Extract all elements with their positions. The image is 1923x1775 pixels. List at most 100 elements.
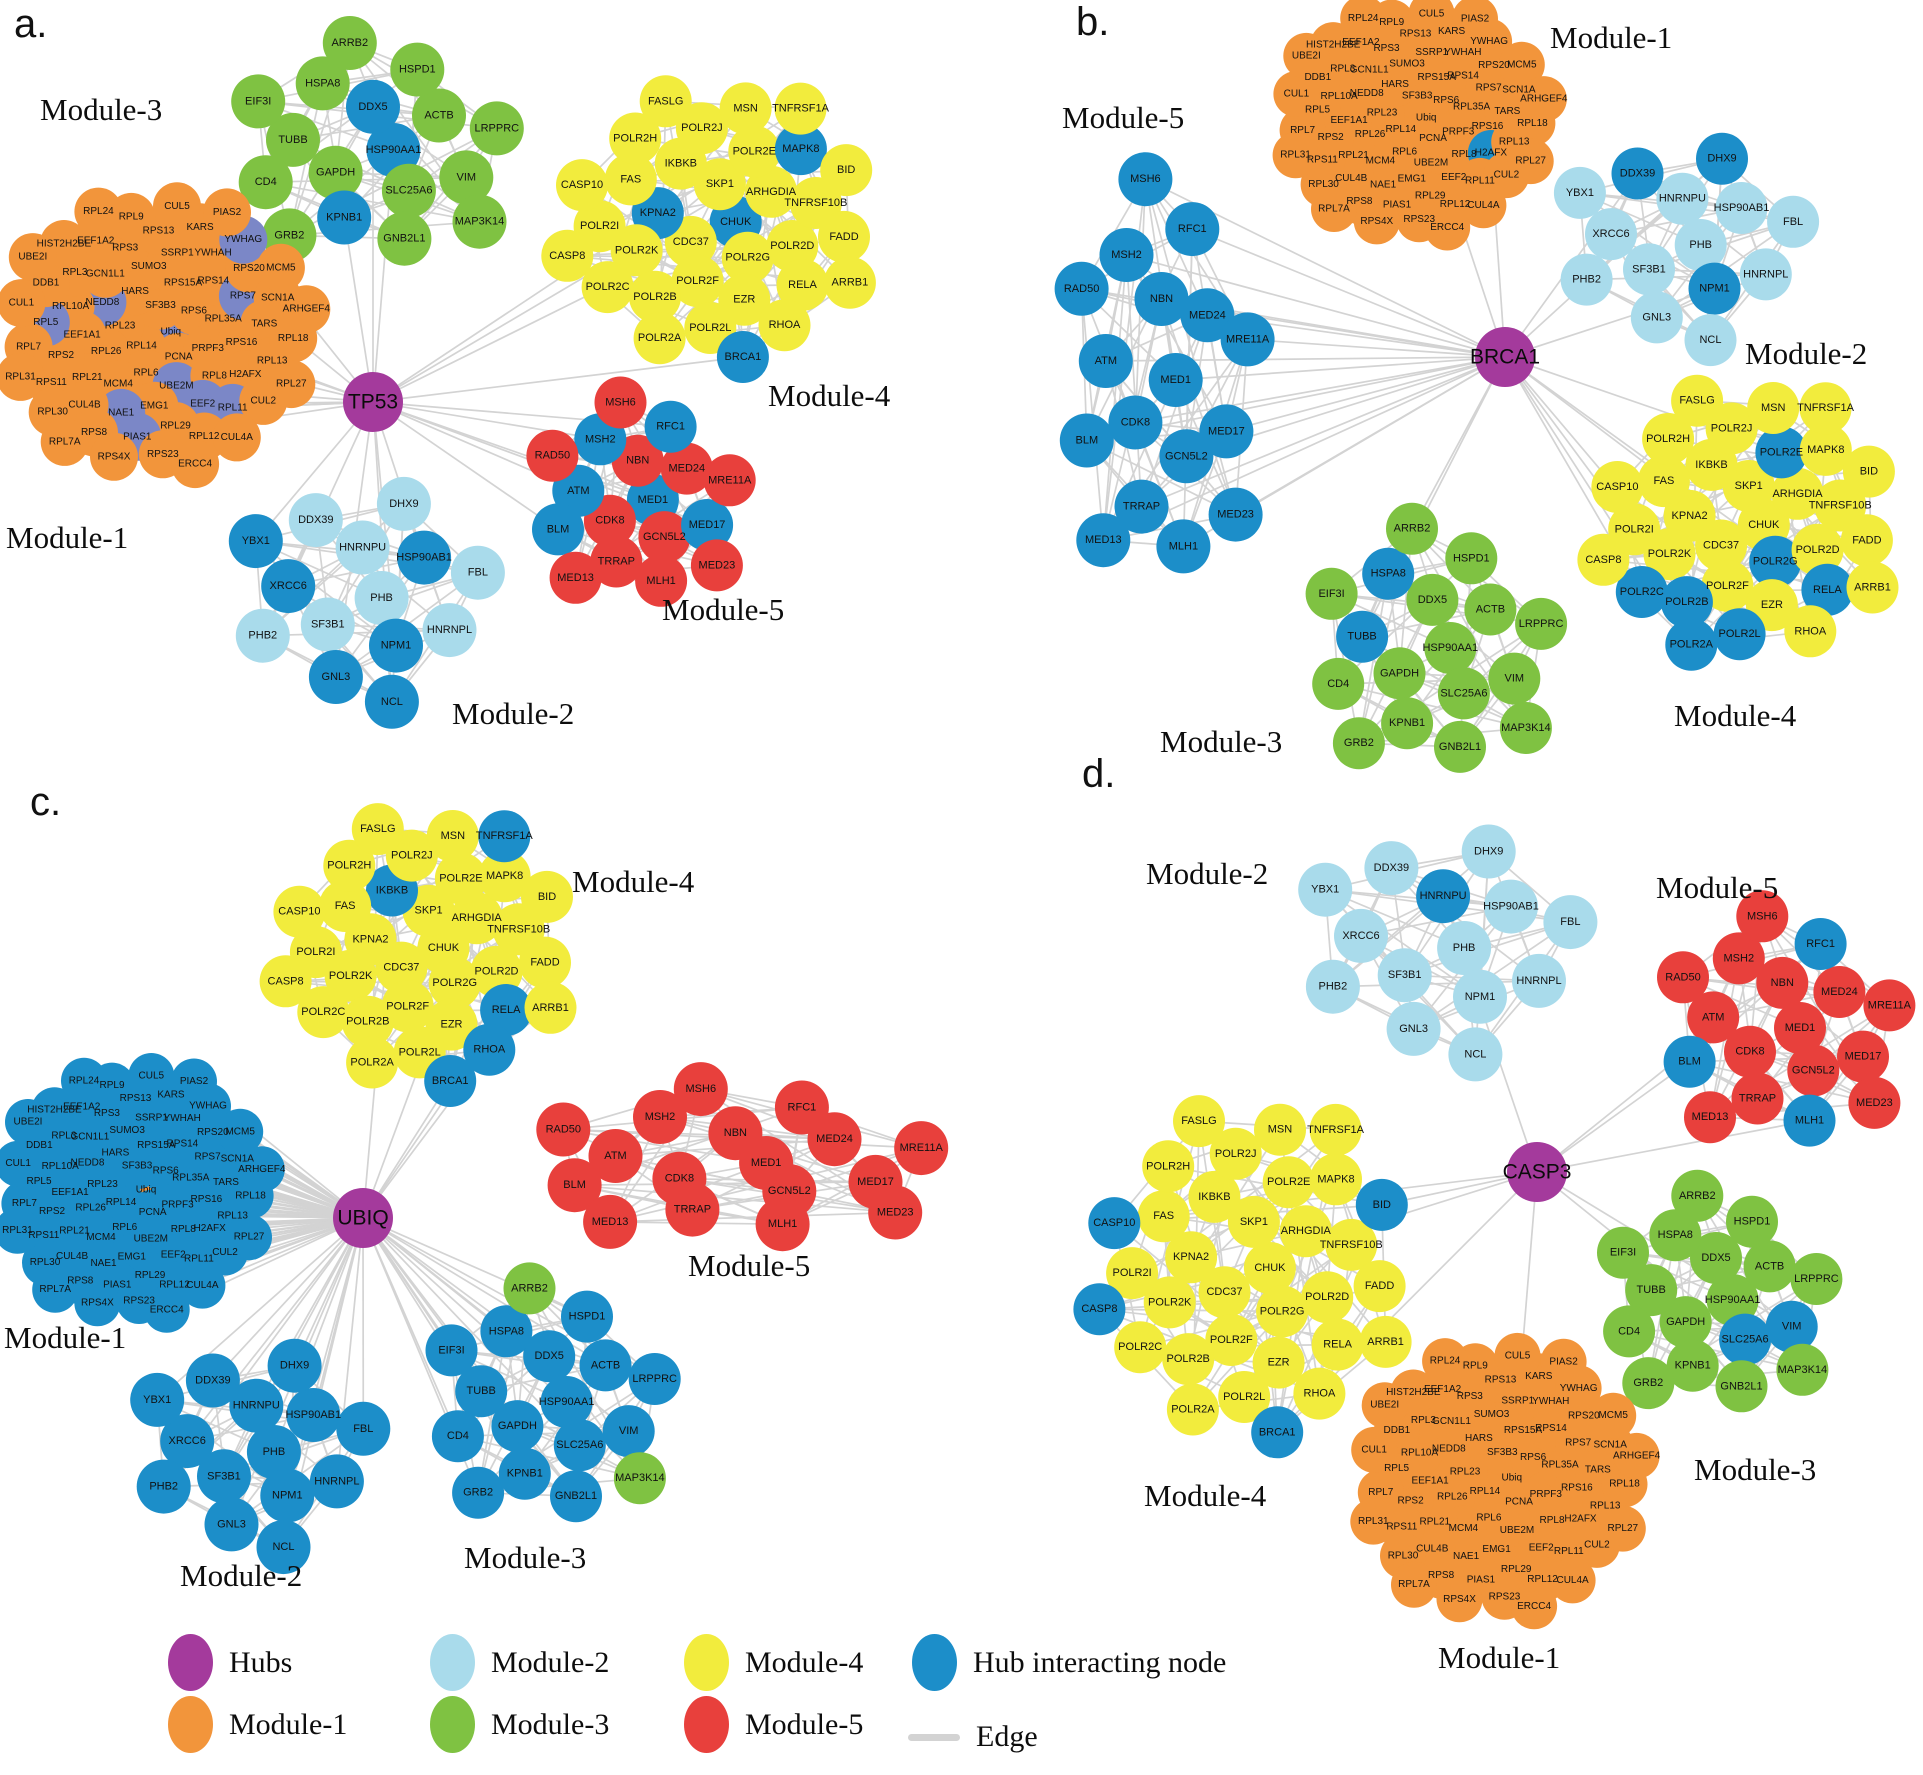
node-label-RPS23: RPS23 [1403, 214, 1435, 225]
node-label-RPS14: RPS14 [198, 276, 230, 287]
node-VIM [439, 150, 494, 205]
node-label-RPL9: RPL9 [119, 211, 144, 222]
node-label-MCM5: MCM5 [1507, 59, 1537, 70]
node-MED24 [1813, 966, 1866, 1018]
node-label-BID: BID [538, 891, 556, 903]
node-label-PIAS1: PIAS1 [1467, 1574, 1496, 1585]
node-SF3B1 [1377, 948, 1432, 1003]
node-NPM1 [260, 1468, 315, 1523]
node-MED24 [1180, 288, 1235, 343]
node-RHOA [758, 299, 811, 352]
node-label-PRPF3: PRPF3 [161, 1200, 194, 1211]
node-label-RPL18: RPL18 [278, 333, 309, 344]
node-BID [820, 144, 873, 197]
node-label-RPS20: RPS20 [1568, 1411, 1600, 1422]
node-label-FAS: FAS [335, 900, 356, 912]
node-MSN [1254, 1103, 1306, 1156]
node-label-CHUK: CHUK [1254, 1262, 1286, 1274]
node-label-MED13: MED13 [557, 572, 594, 584]
node-label-FBL: FBL [468, 567, 488, 579]
node-DDX5 [1406, 573, 1459, 626]
node-label-PIAS2: PIAS2 [213, 207, 242, 218]
node-label-PIAS1: PIAS1 [103, 1280, 132, 1291]
node-ACTB [1743, 1240, 1796, 1293]
node-label-CDK8: CDK8 [1735, 1046, 1764, 1058]
node-RAD50 [1657, 951, 1709, 1004]
node-label-SSRP1: SSRP1 [1415, 47, 1448, 58]
node-label-RPS4X: RPS4X [81, 1298, 114, 1309]
node-label-POLR2A: POLR2A [1670, 639, 1714, 651]
node-label-RPS6: RPS6 [181, 305, 208, 316]
node-label-NEDD8: NEDD8 [71, 1158, 105, 1169]
node-label-MSH2: MSH2 [1111, 249, 1142, 261]
node-PHB2 [1305, 959, 1360, 1014]
node-label-POLR2F: POLR2F [1706, 580, 1749, 592]
node-TRRAP [665, 1182, 720, 1237]
node-label-RPL24: RPL24 [1348, 13, 1379, 24]
node-label-BRCA1: BRCA1 [1259, 1426, 1296, 1438]
node-label-CUL4A: CUL4A [1467, 200, 1500, 211]
node-label-ACTB: ACTB [1476, 604, 1505, 616]
node-SLC25A6 [1719, 1313, 1772, 1366]
node-label-SF3B3: SF3B3 [145, 300, 176, 311]
node-label-NAE1: NAE1 [1453, 1551, 1480, 1562]
node-label-ARRB2: ARRB2 [1679, 1190, 1716, 1202]
node-label-XRCC6: XRCC6 [1592, 228, 1629, 240]
panel-d: PHB SF3B1 HNRNPU NPM1 XRCC6 HSP90AB1 GNL3 DDX39… [1073, 824, 1916, 1630]
node-POLR2G [428, 957, 481, 1010]
node-label-CUL1: CUL1 [1361, 1444, 1387, 1455]
node-label-POLR2I: POLR2I [296, 946, 335, 958]
node-label-RPL5: RPL5 [1305, 105, 1330, 116]
node-label-CUL2: CUL2 [212, 1247, 238, 1258]
hub-node-CASP3 [1507, 1142, 1567, 1202]
node-label-BLM: BLM [563, 1179, 586, 1191]
node-ARHGDIA [745, 165, 798, 218]
node-label-RPS23: RPS23 [1489, 1591, 1521, 1602]
node-label-DHX9: DHX9 [1707, 153, 1736, 165]
node-CUL5 [153, 182, 201, 231]
node-label-BLM: BLM [1075, 435, 1098, 447]
node-label-RPS15A: RPS15A [137, 1140, 176, 1151]
node-label-SF3B3: SF3B3 [122, 1161, 153, 1172]
node-label-RPS2: RPS2 [1318, 132, 1345, 143]
node-label-CUL4A: CUL4A [221, 432, 254, 443]
node-KPNA2 [1165, 1231, 1218, 1284]
node-BLM [1059, 413, 1114, 468]
node-label-CUL2: CUL2 [251, 395, 277, 406]
node-label-MED24: MED24 [668, 463, 705, 475]
node-ARRB2 [503, 1262, 556, 1315]
node-RPS4X [74, 1280, 121, 1327]
node-EIF3I [1597, 1226, 1649, 1279]
node-label-POLR2K: POLR2K [615, 244, 659, 256]
node-CD4 [431, 1410, 484, 1463]
node-label-RPL13: RPL13 [217, 1211, 248, 1222]
node-label-PIAS2: PIAS2 [1461, 13, 1490, 24]
node-label-CUL4A: CUL4A [1556, 1575, 1589, 1586]
node-label-GCN5L2: GCN5L2 [643, 531, 686, 543]
node-label-RPL8: RPL8 [1451, 149, 1476, 160]
node-label-RPL24: RPL24 [1430, 1356, 1461, 1367]
node-label-SCN1A: SCN1A [221, 1154, 255, 1165]
node-label-FASLG: FASLG [360, 823, 395, 835]
node-label-RFC1: RFC1 [656, 421, 685, 433]
node-label-DHX9: DHX9 [1474, 846, 1503, 858]
node-label-RPS4X: RPS4X [1360, 216, 1393, 227]
node-label-EEF2: EEF2 [1529, 1542, 1554, 1553]
node-label-MAP3K14: MAP3K14 [615, 1472, 665, 1484]
node-label-RELA: RELA [788, 279, 817, 291]
node-label-RPS23: RPS23 [147, 449, 179, 460]
node-label-CD4: CD4 [255, 176, 277, 188]
node-label-RPS20: RPS20 [197, 1127, 229, 1138]
node-label-RPL13: RPL13 [1499, 136, 1530, 147]
node-label-DDX5: DDX5 [535, 1350, 564, 1362]
hub-node-BRCA1 [1475, 327, 1535, 387]
node-label-PCNA: PCNA [139, 1207, 167, 1218]
node-label-RPL26: RPL26 [75, 1202, 106, 1213]
module-label-module-1: Module-1 [6, 520, 129, 555]
node-label-RPS15A: RPS15A [1504, 1425, 1543, 1436]
node-NPM1 [1453, 969, 1507, 1024]
node-label-EIF3I: EIF3I [1318, 588, 1344, 600]
node-POLR2E [1755, 426, 1808, 479]
node-labels-layer: PHB SF3B1 HNRNPU NPM1 XRCC6 HSP90AB1 GNL3 DDX39… [1081, 846, 1911, 1612]
node-HNRNPL [1739, 248, 1792, 301]
